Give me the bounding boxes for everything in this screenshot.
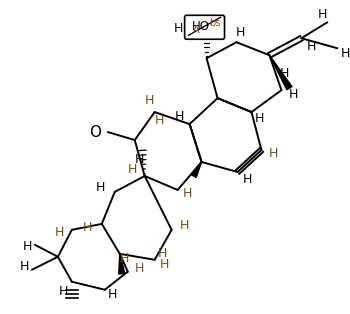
Polygon shape — [191, 162, 202, 177]
Text: H: H — [180, 219, 189, 232]
Text: H: H — [236, 26, 245, 39]
Text: H: H — [135, 262, 145, 275]
Text: H: H — [289, 88, 298, 100]
Text: H: H — [269, 147, 278, 160]
Text: H: H — [307, 40, 316, 53]
Text: H: H — [175, 110, 184, 122]
Polygon shape — [119, 254, 125, 274]
Polygon shape — [270, 55, 292, 90]
Text: HO: HO — [191, 20, 210, 33]
Text: H: H — [108, 288, 118, 301]
FancyBboxPatch shape — [184, 15, 225, 39]
Text: H: H — [83, 221, 92, 234]
Text: H: H — [255, 111, 264, 125]
Text: A: A — [193, 25, 199, 35]
Text: H: H — [160, 258, 169, 271]
Text: H: H — [155, 114, 164, 127]
Text: H: H — [183, 187, 192, 200]
Text: H: H — [341, 47, 350, 60]
Text: bs: bs — [210, 18, 221, 28]
Text: H: H — [318, 8, 327, 21]
Text: H: H — [128, 164, 138, 176]
Text: H: H — [145, 94, 154, 107]
Text: H: H — [96, 181, 105, 194]
Text: H: H — [280, 67, 289, 80]
Text: H: H — [158, 247, 167, 260]
Text: H: H — [22, 240, 32, 253]
Text: H: H — [19, 260, 29, 273]
Text: H: H — [243, 173, 252, 187]
Text: O: O — [89, 125, 101, 139]
Text: H: H — [59, 285, 69, 298]
Text: H: H — [174, 22, 183, 35]
Text: H: H — [135, 154, 145, 166]
Text: H: H — [120, 252, 130, 265]
Text: H: H — [55, 226, 64, 239]
